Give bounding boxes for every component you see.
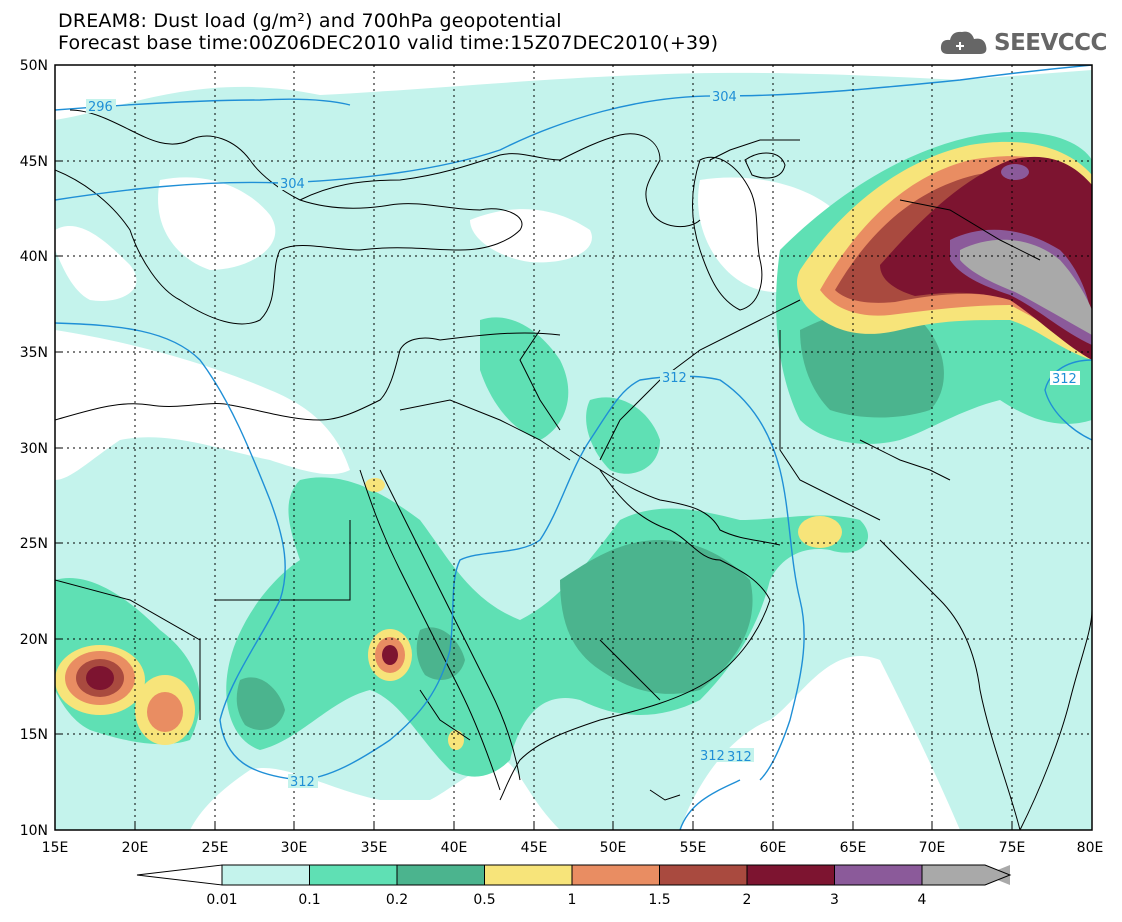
colorbar-label: 2 (743, 892, 752, 908)
lon-label: 15E (42, 840, 69, 856)
colorbar-label: 0.2 (386, 892, 408, 908)
colorbar-label: 0.5 (473, 892, 495, 908)
colorbar-segment (659, 864, 748, 886)
longitude-labels: 15E 20E 25E 30E 35E 40E 45E 50E 55E 60E … (42, 840, 1104, 856)
lat-label: 10N (20, 823, 48, 839)
lat-label: 20N (20, 632, 48, 648)
lon-label: 70E (919, 840, 946, 856)
lon-label: 80E (1077, 840, 1104, 856)
colorbar-label: 1 (568, 892, 577, 908)
chart-title-block: DREAM8: Dust load (g/m²) and 700hPa geop… (58, 10, 718, 54)
colorbar-segment (484, 864, 573, 886)
colorbar-segment (571, 864, 660, 886)
lat-label: 45N (20, 154, 48, 170)
cloud-icon (940, 31, 987, 54)
lat-label: 25N (20, 536, 48, 552)
colorbar-label: 3 (830, 892, 839, 908)
coastlines-and-borders (55, 109, 1092, 830)
dust-level-0-2 (236, 309, 944, 730)
colorbar-label: 0.01 (206, 892, 237, 908)
lat-label: 15N (20, 727, 48, 743)
colorbar: 0.01 0.1 0.2 0.5 1 1.5 2 3 4 (136, 864, 1012, 908)
colorbar-segment (746, 864, 835, 886)
contour-label-312-ocean-b: 312 (727, 750, 752, 765)
lat-label: 50N (20, 58, 48, 74)
lon-label: 65E (840, 840, 867, 856)
latitude-labels: 50N 45N 40N 35N 30N 25N 20N 15N 10N (20, 58, 48, 839)
lat-label: 35N (20, 345, 48, 361)
contour-label-312-south: 312 (290, 775, 315, 790)
colorbar-label: 1.5 (648, 892, 670, 908)
lon-label: 25E (202, 840, 229, 856)
lat-label: 30N (20, 441, 48, 457)
colorbar-label: 0.1 (298, 892, 320, 908)
lon-label: 55E (680, 840, 707, 856)
contour-label-312-ocean-a: 312 (700, 749, 725, 764)
dust-level-4 (960, 239, 1092, 335)
lon-label: 50E (600, 840, 627, 856)
lon-label: 40E (441, 840, 468, 856)
colorbar-segments (221, 864, 923, 886)
contour-label-312-east: 312 (1052, 372, 1077, 387)
colorbar-labels: 0.01 0.1 0.2 0.5 1 1.5 2 3 4 (206, 892, 926, 908)
title-line-1: DREAM8: Dust load (g/m²) and 700hPa geop… (58, 10, 562, 32)
contour-label-304-east: 304 (712, 90, 737, 105)
lon-label: 75E (999, 840, 1026, 856)
contour-label-296: 296 (88, 100, 113, 115)
colorbar-segment (834, 864, 923, 886)
lon-label: 20E (122, 840, 149, 856)
colorbar-segment (396, 864, 485, 886)
lon-label: 30E (281, 840, 308, 856)
lon-label: 60E (760, 840, 787, 856)
colorbar-label: 4 (918, 892, 927, 908)
map-content: 296 304 304 312 312 312 312 312 (55, 65, 1092, 830)
lon-label: 45E (521, 840, 548, 856)
colorbar-high-arrow (921, 864, 1012, 886)
title-line-2: Forecast base time:00Z06DEC2010 valid ti… (58, 32, 719, 54)
colorbar-low-arrow (136, 864, 223, 886)
colorbar-segment (309, 864, 398, 886)
graticule (55, 65, 1092, 830)
lon-label: 35E (361, 840, 388, 856)
contour-label-304-west: 304 (280, 177, 305, 192)
axis-ticks (55, 160, 1013, 830)
logo-text: SEEVCCC (994, 30, 1107, 56)
contour-label-312-central: 312 (662, 371, 687, 386)
lat-label: 40N (20, 249, 48, 265)
colorbar-segment (221, 864, 310, 886)
seevccc-logo: SEEVCCC (938, 24, 1107, 60)
contour-labels: 296 304 304 312 312 312 312 312 (86, 89, 1080, 790)
